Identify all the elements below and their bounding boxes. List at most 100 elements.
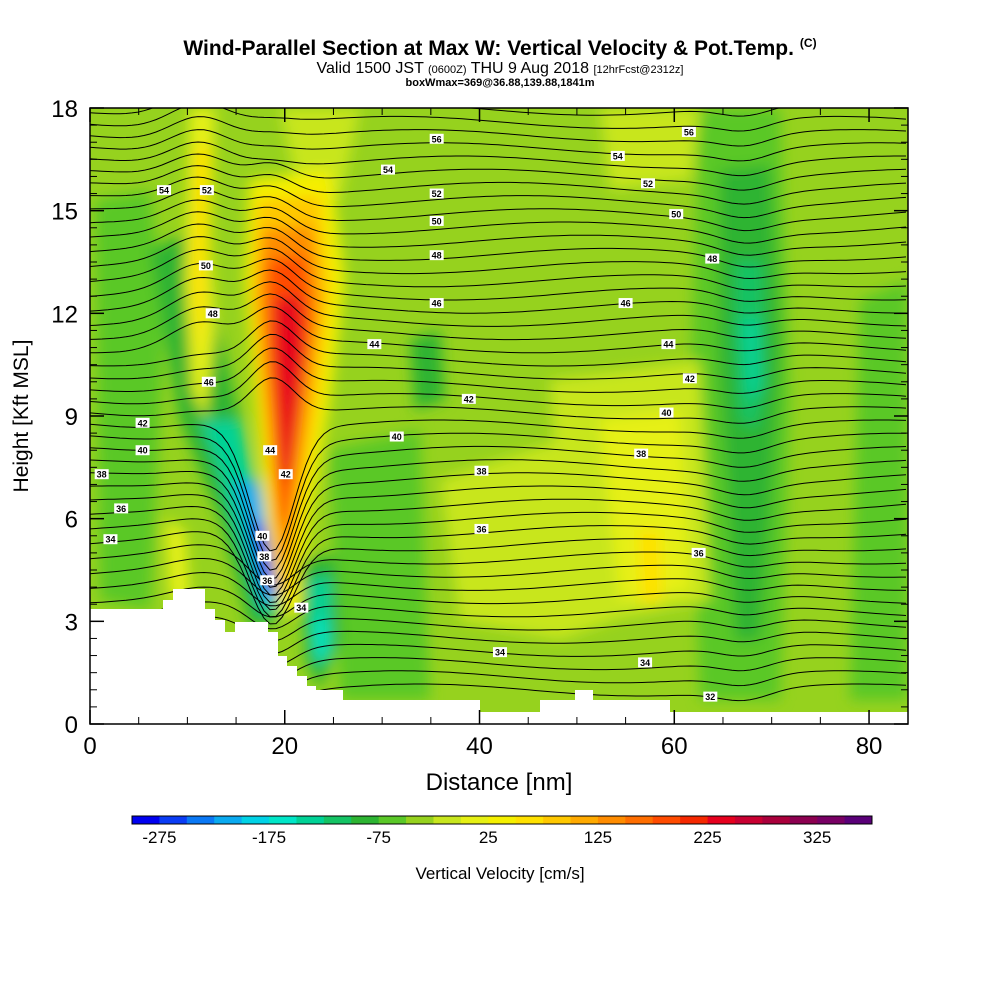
- contour-label-bg: [610, 150, 625, 161]
- colorbar-tick-label: -175: [252, 828, 287, 847]
- pot-temp-contour: [90, 187, 907, 232]
- contour-label: 52: [643, 179, 653, 189]
- y-axis-label: Height [Kft MSL]: [10, 340, 33, 493]
- contour-label: 54: [613, 151, 623, 161]
- pot-temp-contour: [90, 505, 907, 611]
- contour-label: 50: [432, 216, 442, 226]
- colorbar-swatch: [625, 816, 654, 824]
- colorbar-title: Vertical Velocity [cm/s]: [415, 864, 585, 883]
- chart-title: Wind-Parallel Section at Max W: Vertical…: [183, 36, 817, 60]
- colorbar-swatch: [241, 816, 270, 824]
- contour-label: 36: [116, 504, 126, 514]
- contour-label: 38: [476, 466, 486, 476]
- y-tick-label: 6: [65, 507, 78, 534]
- pot-temp-contour: [90, 306, 907, 354]
- contour-label: 36: [262, 576, 272, 586]
- contour-label: 40: [392, 432, 402, 442]
- colorbar-swatch: [433, 816, 462, 824]
- colorbar-swatch: [543, 816, 571, 824]
- pot-temp-contour: [90, 129, 907, 162]
- x-axis: 0 20 40 60 80: [83, 108, 882, 760]
- pot-temp-contour: [90, 518, 907, 618]
- contour-label-bg: [260, 575, 275, 586]
- contour-label-bg: [681, 126, 696, 137]
- colorbar-swatch: [378, 816, 407, 824]
- pot-temp-contour: [90, 258, 907, 302]
- colorbar-swatch: [680, 816, 708, 824]
- colorbar-tick-label: 225: [693, 828, 722, 847]
- pot-temp-contour: [90, 223, 907, 268]
- colorbar-swatch: [652, 816, 681, 824]
- contour-label-bg: [492, 647, 507, 658]
- chart-subtitle: Valid 1500 JST (0600Z) THU 9 Aug 2018 [1…: [0, 60, 1000, 78]
- pot-temp-contour: [90, 199, 907, 244]
- contour-label: 42: [138, 418, 148, 428]
- pot-temp-contour: [90, 571, 907, 607]
- contour-label-bg: [429, 133, 444, 144]
- y-tick-label: 0: [65, 712, 78, 739]
- colorbar-swatch: [132, 816, 160, 824]
- pot-temp-contour: [90, 586, 907, 618]
- pot-temp-contour: [90, 432, 906, 562]
- contour-label: 42: [685, 374, 695, 384]
- x-tick-label: 80: [856, 733, 883, 760]
- colorbar-swatch: [789, 816, 818, 824]
- x-tick-label: 60: [661, 733, 688, 760]
- contour-label-bg: [703, 691, 718, 702]
- pot-temp-contour: [90, 153, 907, 191]
- pot-temp-contour: [90, 445, 907, 571]
- contour-label-bg: [661, 339, 676, 350]
- colorbar-swatch: [707, 816, 736, 824]
- pot-temp-contour: [90, 531, 907, 625]
- contour-label-bg: [205, 308, 220, 319]
- colorbar-swatch: [214, 816, 243, 824]
- contour-label: 46: [432, 299, 442, 309]
- x-tick-label: 40: [466, 733, 493, 760]
- pot-temp-contour: [90, 459, 907, 580]
- y-tick-label: 9: [65, 404, 78, 431]
- contour-label-bg: [103, 534, 118, 545]
- contour-label-bg: [461, 393, 476, 404]
- pot-temp-contour: [90, 558, 906, 596]
- contour-label: 34: [296, 603, 306, 613]
- colorbar-swatch: [323, 816, 352, 824]
- contour-label-bg: [474, 523, 489, 534]
- contour-label-bg: [263, 445, 278, 456]
- contour-label: 48: [208, 309, 218, 319]
- x-axis-label: Distance [nm]: [426, 769, 573, 796]
- colorbar-swatch: [269, 816, 297, 824]
- colorbar-swatch: [186, 816, 215, 824]
- contour-label-bg: [157, 185, 172, 196]
- contour-label-bg: [257, 551, 272, 562]
- y-tick-label: 18: [51, 96, 78, 123]
- contour-label: 48: [432, 251, 442, 261]
- pot-temp-contour: [90, 601, 907, 630]
- contour-label-bg: [94, 469, 109, 480]
- colorbar-swatch: [460, 816, 489, 824]
- contour-label-bg: [705, 253, 720, 264]
- contour-label: 38: [97, 470, 107, 480]
- contour-label: 38: [636, 449, 646, 459]
- pot-temp-contour: [90, 269, 907, 314]
- contour-label-bg: [380, 164, 395, 175]
- pot-temp-contour: [90, 419, 907, 552]
- contour-labels: 56 54 52 50 48 46 44 42 40 38 36 34 56 54 52 50 48 46 44 42…: [94, 126, 720, 702]
- colorbar-swatch: [296, 816, 325, 824]
- colorbar-swatch: [734, 816, 763, 824]
- pot-temp-contour: [90, 211, 907, 256]
- contour-label: 38: [259, 552, 269, 562]
- colorbar-swatch: [570, 816, 599, 824]
- contour-label: 44: [369, 340, 379, 350]
- pot-temp-contour: [90, 333, 907, 380]
- pot-temp-contour: [90, 165, 907, 205]
- contour-label-bg: [278, 469, 293, 480]
- pot-temp-contour: [90, 293, 907, 341]
- contour-label-bg: [669, 209, 684, 220]
- contour-label: 54: [159, 186, 169, 196]
- colorbar-swatch: [762, 816, 791, 824]
- colorbar-tick-label: 125: [583, 828, 613, 847]
- contour-label-bg: [429, 188, 444, 199]
- forecast-info: [12hrFcst@2312z]: [593, 64, 684, 76]
- pot-temp-contour: [90, 75, 906, 103]
